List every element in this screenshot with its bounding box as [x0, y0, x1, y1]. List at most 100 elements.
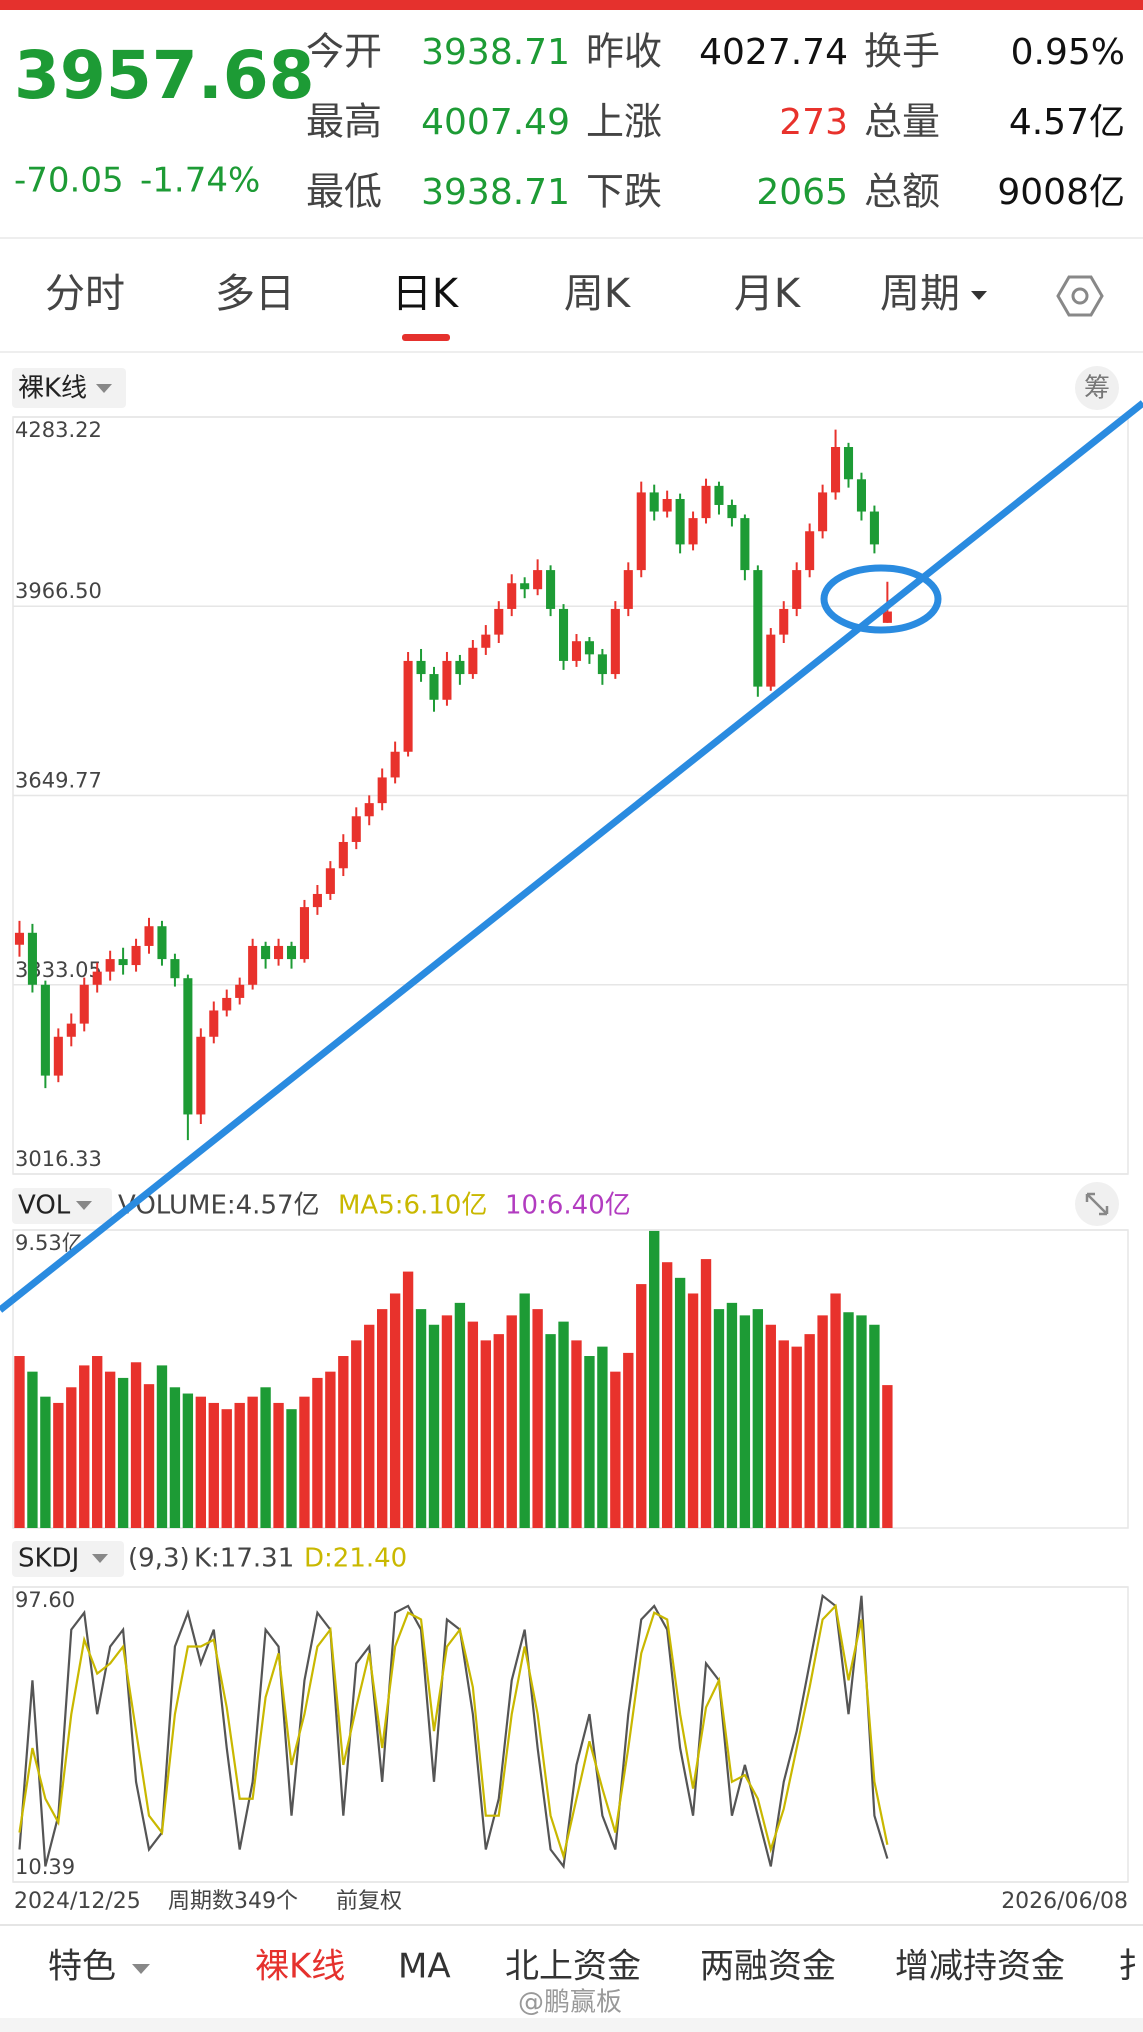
candle-body: [468, 647, 478, 675]
volume-bar: [441, 1315, 453, 1528]
candle-body: [403, 660, 413, 752]
candle-body: [766, 634, 776, 687]
candle-body: [79, 984, 89, 1024]
settings-icon[interactable]: [1056, 275, 1104, 317]
candle-body: [779, 608, 789, 635]
candle-body: [610, 608, 620, 675]
stat-value: 0.95%: [1011, 32, 1125, 73]
candle-body: [714, 485, 724, 505]
period-count: 周期数349个: [168, 1889, 298, 1914]
volume-bar: [558, 1321, 569, 1528]
volume-bar: [752, 1309, 764, 1528]
candle-body: [623, 570, 633, 609]
stat-label: 总量: [864, 100, 940, 144]
watermark: @鹏赢板: [518, 1988, 622, 2018]
volume-bar: [402, 1271, 414, 1528]
stat-value: 3938.71: [421, 32, 570, 73]
volume-bar: [545, 1334, 556, 1528]
stat-label: 最低: [306, 170, 382, 214]
volume-bar: [130, 1362, 142, 1528]
bottom-tab[interactable]: MA: [398, 1947, 451, 1987]
candle-body: [261, 945, 271, 960]
volume-bar: [597, 1346, 608, 1528]
candle-body: [40, 984, 50, 1076]
volume-bar: [92, 1356, 103, 1528]
volume-bar: [830, 1293, 841, 1528]
candle-body: [66, 1023, 76, 1037]
indicator-dropdown[interactable]: [12, 368, 126, 408]
stat-value: 4027.74: [699, 32, 848, 73]
skdj-params: (9,3): [128, 1544, 190, 1574]
volume-bar: [713, 1309, 725, 1528]
tab-underline: [402, 334, 450, 341]
bottom-tab[interactable]: 特色: [48, 1947, 116, 1987]
volume-bar: [843, 1312, 854, 1528]
panel-frame: [12, 1229, 1129, 1529]
chip-button[interactable]: [1075, 366, 1119, 410]
bottom-strip: [0, 2018, 1143, 2032]
gear-center: [1071, 287, 1089, 305]
volume-bar: [27, 1371, 38, 1528]
volume-bar: [53, 1402, 64, 1528]
volume-bar: [195, 1396, 207, 1528]
candle-body: [792, 570, 802, 609]
bottom-tab[interactable]: 裸K线: [255, 1947, 345, 1987]
candle-body: [416, 660, 426, 675]
volume-bar: [208, 1402, 219, 1528]
hexagon: [1056, 275, 1104, 317]
volume-bar: [532, 1309, 543, 1528]
volume-bar: [325, 1371, 336, 1528]
candle-body: [248, 945, 258, 985]
volume-bar: [610, 1371, 621, 1528]
stat-label: 昨收: [586, 30, 662, 74]
tab[interactable]: 多日: [215, 271, 295, 317]
stat-label: 换手: [864, 30, 940, 74]
candle-body: [364, 803, 374, 817]
dropdown-arrow: [96, 384, 112, 393]
candle-body: [325, 868, 335, 894]
volume-bar: [506, 1315, 517, 1528]
dropdown-arrow: [132, 1964, 150, 1974]
candle-body: [558, 608, 569, 661]
tab[interactable]: 月K: [734, 271, 802, 317]
candle-body: [584, 641, 594, 655]
bottom-tab[interactable]: 两融资金: [700, 1947, 836, 1987]
k-text: K:17.31: [194, 1544, 294, 1574]
y-tick-label: 97.60: [15, 1588, 75, 1612]
volume-bar: [687, 1293, 699, 1528]
x-start: 2024/12/25: [14, 1889, 141, 1914]
volume-bar: [260, 1387, 271, 1528]
volume-bar: [519, 1293, 530, 1528]
tab[interactable]: 周K: [564, 271, 632, 317]
volume-bar: [169, 1387, 181, 1528]
volume-bar: [182, 1393, 194, 1528]
x-end: 2026/06/08: [1001, 1889, 1128, 1914]
skdj-dropdown[interactable]: [12, 1541, 124, 1577]
volume-bar: [376, 1309, 388, 1528]
y-tick-label: 3966.50: [15, 579, 102, 603]
candle-body: [507, 583, 517, 609]
candle-body: [571, 641, 582, 661]
candle-body: [442, 660, 452, 700]
volume-bar: [480, 1340, 491, 1528]
bottom-tab[interactable]: 北上资金: [505, 1947, 641, 1987]
candle-body: [856, 479, 866, 512]
bottom-tab[interactable]: 增减持资金: [895, 1947, 1065, 1987]
volume-bar: [66, 1387, 77, 1528]
candle-body: [533, 570, 543, 590]
volume-bar: [117, 1377, 129, 1528]
candle-body: [235, 984, 245, 998]
candle-body: [92, 971, 102, 985]
indicator-label: 裸K线: [18, 374, 87, 404]
tab[interactable]: 日K: [392, 271, 460, 317]
vol-dropdown[interactable]: [12, 1188, 112, 1224]
tab[interactable]: 周期: [880, 271, 960, 317]
dynamic: 今开 3938.71 昨收 4027.74 换手 0.95% 最高 4007.49 上涨 273 总…: [12, 30, 1143, 1987]
bottom-tab[interactable]: 扌: [1118, 1947, 1143, 1987]
tab[interactable]: 分时: [45, 271, 125, 317]
dropdown-arrow: [971, 291, 987, 300]
candle-body: [818, 492, 828, 532]
volume-bar: [415, 1309, 427, 1528]
volume-bar: [804, 1334, 815, 1528]
